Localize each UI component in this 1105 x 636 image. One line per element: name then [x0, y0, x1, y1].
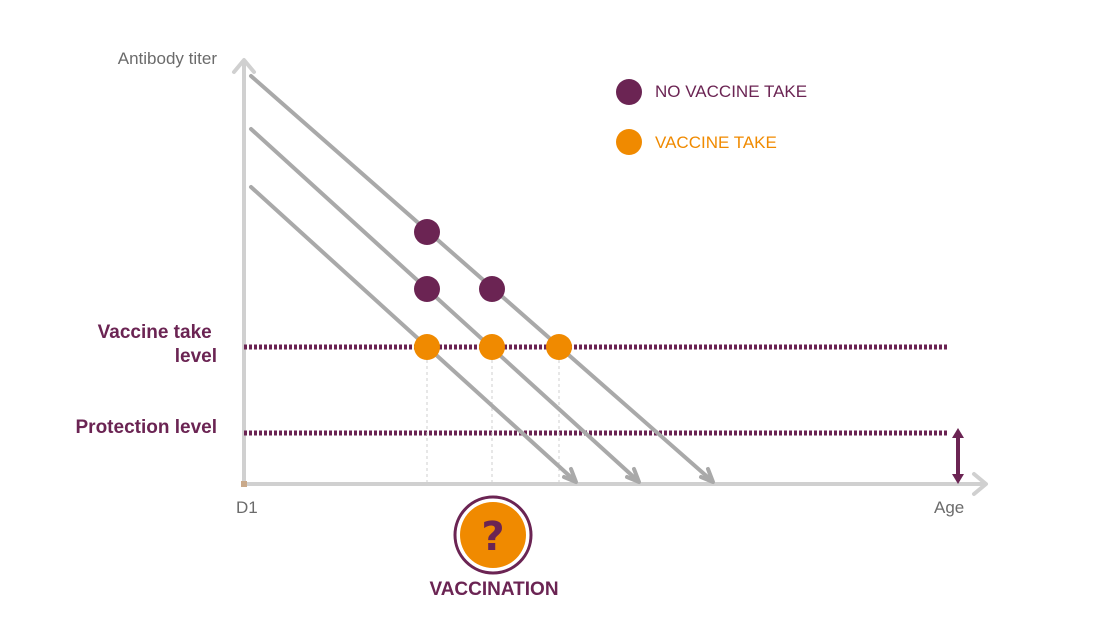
decay-lines: [249, 74, 715, 484]
vaccine-take-level-label-line2: level: [175, 346, 217, 367]
vaccine-take-level-label: Vaccine take level: [98, 322, 217, 367]
vaccination-guides: [426, 360, 560, 484]
decay-line-high: [249, 74, 713, 482]
vaccination-label: VACCINATION: [429, 579, 558, 600]
decay-line-high-arrowhead: [699, 467, 715, 484]
protection-level-label: Protection level: [76, 417, 218, 438]
vaccine-take-dot: [414, 334, 440, 360]
vaccine-take-dots: [414, 334, 572, 360]
legend-vaccine-take-swatch: [616, 129, 642, 155]
legend-vaccine-take-label: VACCINE TAKE: [655, 133, 777, 152]
vaccine-take-level-label-line1: Vaccine take: [98, 322, 212, 343]
y-axis-label: Antibody titer: [118, 49, 218, 68]
x-axis-arrowhead: [972, 472, 988, 496]
legend-no-vaccine-take-label: NO VACCINE TAKE: [655, 82, 807, 101]
vaccination-symbol: ?: [481, 514, 504, 560]
x-axis-label: Age: [934, 498, 964, 517]
legend: NO VACCINE TAKE VACCINE TAKE: [616, 79, 807, 155]
origin-marker: [241, 481, 247, 487]
no-vaccine-take-dot: [414, 276, 440, 302]
decay-line-low: [249, 185, 576, 482]
decay-line-mid: [249, 127, 639, 482]
no-vaccine-take-dot: [479, 276, 505, 302]
y-axis-arrowhead: [232, 58, 256, 74]
vaccine-take-dot: [479, 334, 505, 360]
origin-label: D1: [236, 498, 258, 517]
question-mark-icon: ?: [453, 495, 533, 575]
decay-line-mid-arrowhead: [625, 467, 641, 484]
double-arrow-icon: [952, 428, 964, 484]
decay-line-low-arrowhead: [562, 467, 578, 484]
legend-no-vaccine-take-swatch: [616, 79, 642, 105]
vaccine-take-dot: [546, 334, 572, 360]
axes: [232, 58, 988, 496]
no-vaccine-take-dot: [414, 219, 440, 245]
no-vaccine-take-dots: [414, 219, 505, 302]
